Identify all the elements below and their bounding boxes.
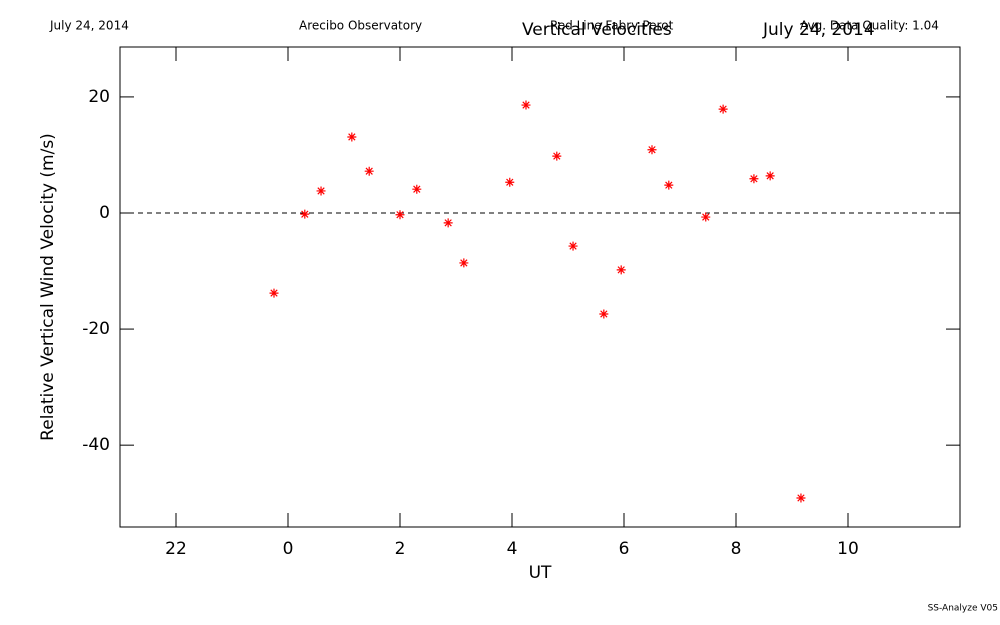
data-point [599, 309, 609, 319]
data-point [412, 184, 422, 194]
header-quality: Avg. Data Quality: 1.04 [800, 19, 939, 33]
x-tick-label: 10 [837, 539, 859, 559]
data-point [796, 493, 806, 503]
header-date: July 24, 2014 [49, 19, 129, 33]
data-point [269, 288, 279, 298]
data-point [718, 104, 728, 114]
y-tick-label: 20 [88, 87, 110, 107]
data-point [701, 212, 711, 222]
y-tick-label: -20 [82, 319, 110, 339]
x-tick-label: 22 [165, 539, 187, 559]
data-point [521, 100, 531, 110]
chart-title: Vertical Velocities [522, 20, 672, 40]
y-axis-label: Relative Vertical Wind Velocity (m/s) [38, 133, 58, 441]
data-point [552, 151, 562, 161]
header-site: Arecibo Observatory [299, 19, 422, 33]
data-point [364, 166, 374, 176]
x-axis-label: UT [529, 563, 552, 583]
data-point [616, 265, 626, 275]
x-tick-label: 2 [395, 539, 406, 559]
data-point [300, 209, 310, 219]
data-point [505, 177, 515, 187]
data-point [664, 180, 674, 190]
header-instrument: Red Line Fabry-Perot [550, 19, 674, 33]
x-tick-label: 0 [283, 539, 294, 559]
data-point [765, 171, 775, 181]
data-point [459, 258, 469, 268]
x-tick-label: 4 [507, 539, 518, 559]
x-tick-label: 8 [731, 539, 742, 559]
data-point [316, 186, 326, 196]
data-point [347, 132, 357, 142]
data-point [749, 174, 759, 184]
data-point [647, 145, 657, 155]
y-tick-label: 0 [99, 203, 110, 223]
data-point [568, 241, 578, 251]
footer: SS-Analyze V05 [928, 604, 998, 614]
x-tick-label: 6 [619, 539, 630, 559]
data-point [395, 210, 405, 220]
data-point [443, 218, 453, 228]
title-date: July 24, 2014 [762, 20, 875, 40]
plot-frame [119, 46, 961, 528]
y-tick-label: -40 [82, 435, 110, 455]
